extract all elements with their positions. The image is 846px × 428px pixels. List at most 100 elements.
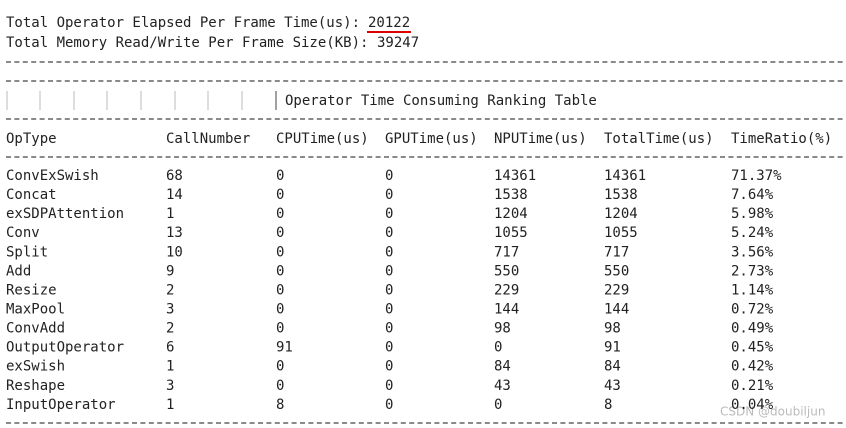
cell: 14361 [494,168,536,184]
cell: 229 [604,282,629,298]
cell: 91 [276,340,293,356]
cell: 0 [276,321,284,337]
cell: 5.24% [731,225,774,241]
column-header: CPUTime(us) [276,131,369,147]
cell: 14361 [604,168,646,184]
cell: 3.56% [731,244,774,260]
cell: 229 [494,282,519,298]
cell: 0 [276,206,284,222]
cell: 0 [276,359,284,375]
cell: 13 [166,225,183,241]
cell: 0 [385,282,393,298]
cell: 1 [166,359,174,375]
cell: 0.45% [731,340,774,356]
cell: OutputOperator [6,340,124,356]
cell: InputOperator [6,397,116,413]
cell: 0 [385,301,393,317]
cell: 10 [166,244,183,260]
cell: 0 [385,397,393,413]
cell: 717 [604,244,629,260]
cell: exSwish [6,359,65,375]
cell: 0 [385,206,393,222]
cell: 84 [494,359,511,375]
cell: 0 [276,282,284,298]
cell: 98 [604,321,621,337]
cell: MaxPool [6,301,65,317]
cell: 43 [604,378,621,394]
cell: Add [6,263,31,279]
cell: 7.64% [731,187,774,203]
cell: 0 [385,340,393,356]
cell: 0 [494,340,502,356]
cell: 0 [385,187,393,203]
cell: 717 [494,244,519,260]
cell: 1.14% [731,282,774,298]
cell: 0 [385,378,393,394]
column-header: OpType [6,131,57,147]
cell: Resize [6,282,57,298]
cell: 1204 [604,206,638,222]
column-header: NPUTime(us) [494,131,587,147]
cell: 0 [385,225,393,241]
cell: 8 [604,397,612,413]
cell: 3 [166,301,174,317]
cell: exSDPAttention [6,206,124,222]
cell: 0 [385,168,393,184]
cell: 8 [276,397,284,413]
cell: 1538 [494,187,528,203]
cell: 0 [276,225,284,241]
cell: 550 [494,263,519,279]
cell: 0.49% [731,321,774,337]
memory-value: 39247 [377,35,419,51]
cell: 2 [166,321,174,337]
cell: 0.42% [731,359,774,375]
elapsed-value: 20122 [368,15,410,31]
title-bars [6,91,277,110]
cell: 0 [494,397,502,413]
cell: 84 [604,359,621,375]
cell: 43 [494,378,511,394]
cell: 91 [604,340,621,356]
cell: Conv [6,225,40,241]
cell: 3 [166,378,174,394]
watermark: CSDN @doubiljun [720,405,825,419]
cell: 0 [276,378,284,394]
cell: 0 [385,359,393,375]
cell: ConvAdd [6,321,65,337]
cell: 9 [166,263,174,279]
cell: 1 [166,206,174,222]
cell: 0 [385,321,393,337]
column-header: GPUTime(us) [385,131,478,147]
cell: 144 [604,301,629,317]
cell: 0 [385,263,393,279]
cell: 1204 [494,206,528,222]
column-header: TimeRatio(%) [731,131,832,147]
memory-label: Total Memory Read/Write Per Frame Size(K… [6,35,368,51]
cell: 0 [276,244,284,260]
cell: 0 [385,244,393,260]
cell: Concat [6,187,57,203]
cell: 6 [166,340,174,356]
cell: 0.04% [731,397,774,413]
elapsed-label: Total Operator Elapsed Per Frame Time(us… [6,15,360,31]
cell: 68 [166,168,183,184]
table-title: Operator Time Consuming Ranking Table [285,93,597,109]
cell: 2.73% [731,263,774,279]
cell: 550 [604,263,629,279]
cell: 0 [276,187,284,203]
cell: ConvExSwish [6,168,99,184]
cell: Reshape [6,378,65,394]
cell: 0 [276,263,284,279]
cell: 71.37% [731,168,782,184]
cell: 5.98% [731,206,774,222]
cell: 0 [276,168,284,184]
cell: Split [6,244,48,260]
column-header: CallNumber [166,131,250,147]
column-header: TotalTime(us) [604,131,714,147]
cell: 0 [276,301,284,317]
cell: 1 [166,397,174,413]
cell: 1055 [604,225,638,241]
cell: 144 [494,301,519,317]
cell: 0.72% [731,301,774,317]
